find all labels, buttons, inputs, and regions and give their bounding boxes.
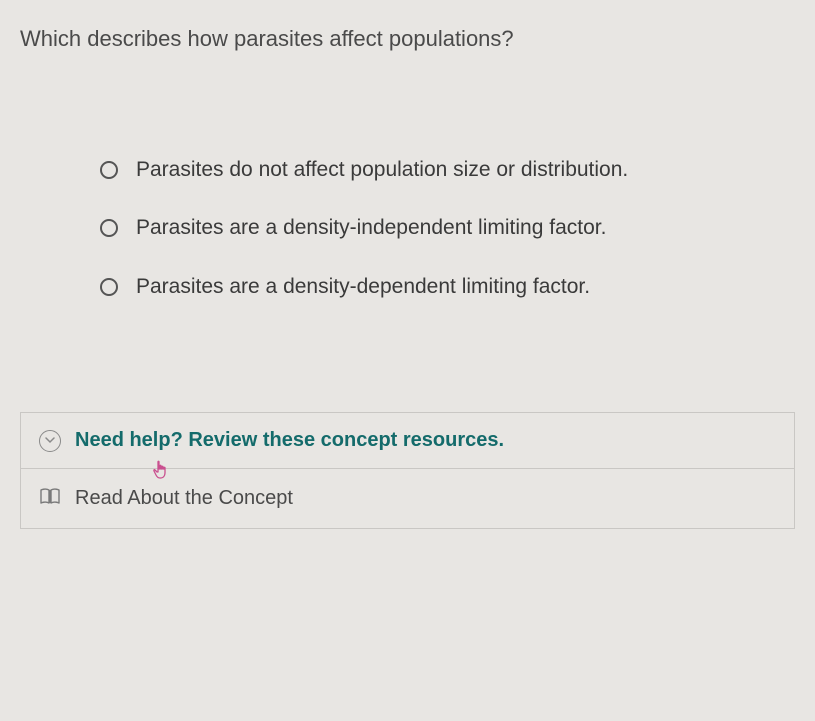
help-section: Need help? Review these concept resource… (20, 412, 795, 529)
question-prompt: Which describes how parasites affect pop… (20, 24, 795, 55)
chevron-down-icon (39, 430, 61, 452)
option-1[interactable]: Parasites are a density-independent limi… (100, 213, 785, 243)
cursor-pointer-icon (151, 459, 171, 486)
option-0[interactable]: Parasites do not affect population size … (100, 155, 785, 185)
option-label: Parasites do not affect population size … (136, 155, 628, 185)
radio-icon (100, 161, 118, 179)
radio-icon (100, 278, 118, 296)
options-group: Parasites do not affect population size … (20, 155, 795, 302)
radio-icon (100, 219, 118, 237)
help-toggle[interactable]: Need help? Review these concept resource… (21, 413, 794, 469)
option-label: Parasites are a density-dependent limiti… (136, 272, 590, 302)
book-icon (39, 487, 61, 510)
read-concept-label: Read About the Concept (75, 487, 293, 510)
option-2[interactable]: Parasites are a density-dependent limiti… (100, 272, 785, 302)
option-label: Parasites are a density-independent limi… (136, 213, 606, 243)
read-concept-link[interactable]: Read About the Concept (21, 469, 794, 528)
help-title: Need help? Review these concept resource… (75, 429, 504, 452)
